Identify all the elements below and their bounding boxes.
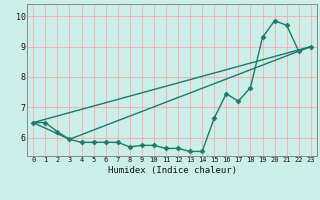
X-axis label: Humidex (Indice chaleur): Humidex (Indice chaleur) <box>108 166 236 175</box>
